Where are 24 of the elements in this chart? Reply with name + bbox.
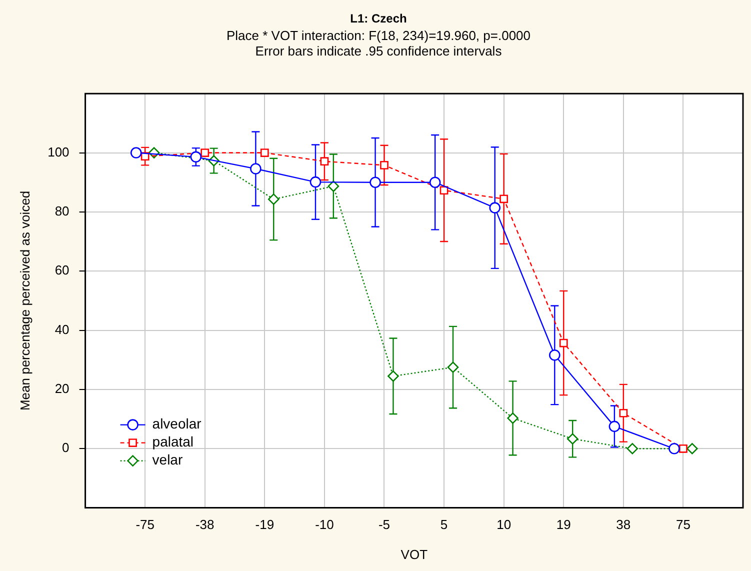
y-tick-label: 0 <box>62 440 70 456</box>
chart-title: L1: Czech <box>350 12 407 26</box>
x-tick-label: -10 <box>315 517 334 532</box>
x-axis-title: VOT <box>400 546 428 562</box>
x-tick-label: 5 <box>440 517 448 532</box>
x-tick-label: 75 <box>676 517 690 532</box>
x-tick-label: 10 <box>496 517 512 532</box>
x-tick-label: 19 <box>556 517 571 532</box>
legend-label: alveolar <box>152 416 202 432</box>
x-tick-label: -38 <box>195 517 214 532</box>
legend-label: palatal <box>152 434 194 450</box>
x-tick-label: -75 <box>136 517 154 532</box>
y-tick-label: 40 <box>54 322 70 337</box>
y-tick-label: 80 <box>54 204 70 219</box>
x-tick-label: 38 <box>616 517 631 532</box>
text: Error bars indicate .95 confidence intervals <box>255 43 502 58</box>
y-tick-label: 20 <box>54 381 70 396</box>
x-tick-label: -5 <box>378 517 390 532</box>
x-tick-label: -19 <box>255 517 274 532</box>
legend-label: velar <box>152 452 183 468</box>
chart-subtitle: Place * VOT interaction: F(18, 234)=19.960, p=.0000 <box>226 28 531 43</box>
y-tick-label: 100 <box>48 144 70 160</box>
y-axis-title: Mean percentage perceived as voiced <box>17 190 32 411</box>
y-tick-label: 60 <box>54 262 70 278</box>
